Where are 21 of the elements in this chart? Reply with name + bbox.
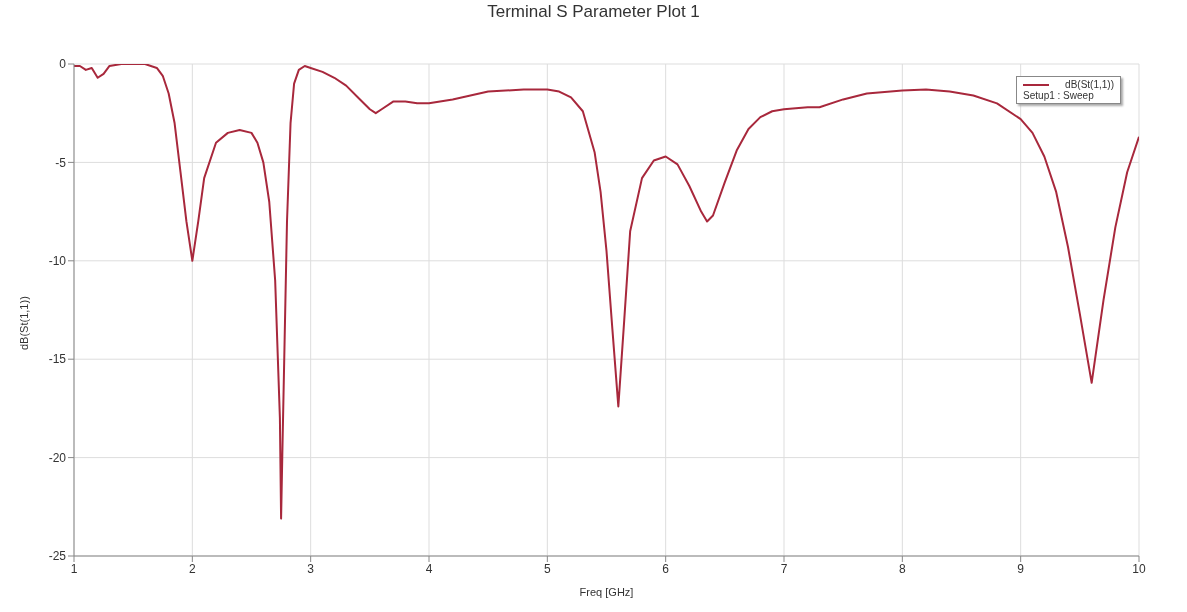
x-tick-label: 10 [1132,561,1146,576]
x-tick-label: 9 [1017,561,1025,576]
x-axis-title: Freq [GHz] [579,586,634,598]
x-tick-label: 7 [780,561,788,576]
x-tick-label: 2 [188,561,196,576]
x-tick-label: 6 [662,561,670,576]
legend-title: Setup1 : Sweep [1023,90,1094,101]
y-tick-label: -5 [55,155,67,170]
chart-title: Terminal S Parameter Plot 1 [486,2,701,22]
y-tick-label: -25 [48,549,67,564]
x-tick-label: 4 [425,561,433,576]
x-tick-label: 5 [543,561,551,576]
y-tick-label: 0 [59,57,67,72]
legend-label: dB(St(1,1)) [1065,79,1114,90]
y-tick-label: -15 [48,352,67,367]
y-axis-title: dB(St(1,1)) [17,296,30,350]
x-tick-label: 1 [70,561,78,576]
x-tick-label: 3 [307,561,315,576]
x-tick-label: 8 [898,561,906,576]
y-tick-label: -20 [48,450,67,465]
y-tick-label: -10 [48,254,67,269]
